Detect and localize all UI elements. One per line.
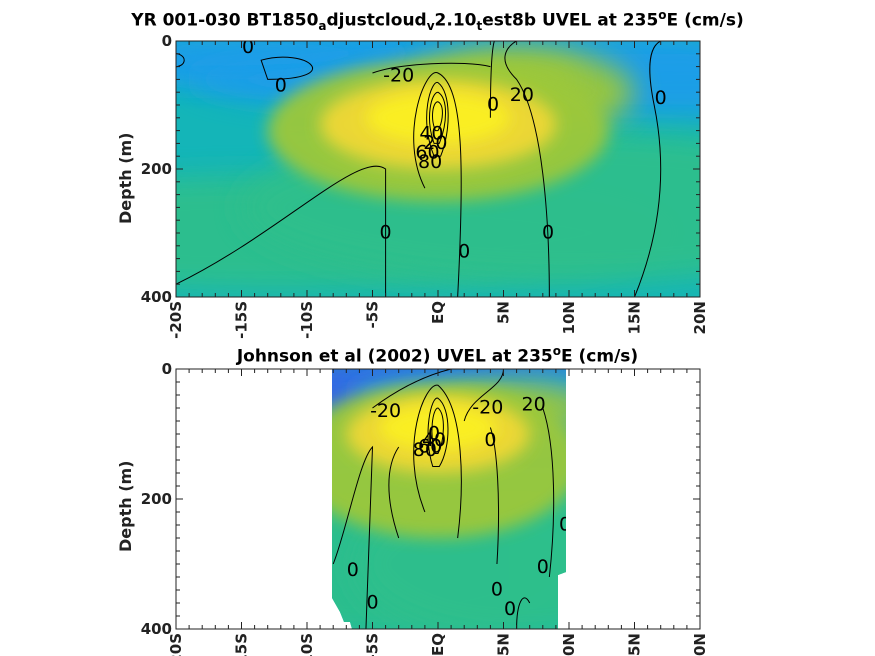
chart-1-contour-line — [413, 72, 462, 297]
chart-2-contour-label: 60 — [418, 436, 442, 458]
chart-2-contour-label: 0 — [491, 579, 503, 601]
chart-1-title: YR 001-030 BT1850adjustcloudv2.10test8b … — [131, 8, 744, 34]
chart-1-contour-label: 0 — [380, 222, 392, 244]
chart-2-xtick-label: -15S — [233, 633, 251, 656]
chart-2-field-blob — [379, 404, 497, 451]
chart-2-contour-label: 0 — [347, 559, 359, 581]
chart-2-contour-line — [427, 397, 449, 467]
chart-1-contour-line — [634, 41, 662, 297]
chart-2-contour-line — [542, 407, 555, 578]
chart-2-contour-label: 20 — [522, 393, 546, 415]
chart-1-contour-line — [260, 56, 314, 80]
chart-2-contour-line — [388, 446, 400, 539]
chart-2-xtick-label: -5S — [364, 633, 382, 656]
chart-1-contour-line — [429, 91, 447, 144]
chart-2-contour-label: 0 — [428, 423, 440, 445]
chart-1-contour-label: 40 — [419, 122, 443, 144]
chart-1-contour-label: 0 — [542, 222, 554, 244]
chart-2-contour-label: 0 — [537, 556, 549, 578]
chart-1-xtick-label: -5S — [364, 301, 382, 328]
chart-2-contour-line — [463, 369, 504, 422]
chart-2-contour-line — [372, 369, 452, 409]
chart-1-contour-label: 20 — [510, 84, 534, 106]
chart-1-contour-line — [426, 82, 449, 157]
chart-1-contour-label: 0 — [487, 94, 499, 116]
chart-2-contour-label: 0 — [366, 592, 378, 614]
chart-1-field-blob — [365, 92, 511, 144]
chart-2-contour-line — [489, 427, 500, 565]
chart-2-contour-label: 0 — [484, 429, 496, 451]
chart-1-ytick-label: 200 — [141, 160, 172, 178]
chart-2-contour-line — [431, 407, 444, 454]
chart-1-xtick-label: 10N — [560, 301, 578, 334]
chart-1-contour-line — [176, 53, 185, 68]
chart-2-contour-label: 0 — [559, 514, 571, 536]
chart-1-contour-line — [432, 101, 443, 132]
chart-2-xtick-label: EQ — [429, 633, 447, 656]
chart-1-xtick-label: EQ — [429, 301, 447, 324]
chart-2-ytick-label: 0 — [162, 360, 172, 378]
chart-2-xtick-label: 5N — [495, 633, 513, 656]
chart-1-contour-label: 60 — [415, 142, 439, 164]
chart-1-contour-label: 0 — [458, 241, 470, 263]
chart-2-contour-line — [413, 384, 462, 539]
chart-1-contour-label: 0 — [655, 87, 667, 109]
chart-2-contour-line — [516, 597, 531, 629]
chart-1-contour-line — [489, 41, 495, 118]
chart-2-ytick-label: 200 — [141, 490, 172, 508]
chart-2-title: Johnson et al (2002) UVEL at 235oE (cm/s… — [236, 344, 639, 367]
chart-2-xtick-label: -10S — [298, 633, 316, 656]
chart-2-contour-label: 40 — [422, 429, 446, 451]
chart-1-contour-label: -20 — [383, 65, 414, 87]
chart-1-contour-line — [176, 165, 387, 297]
chart-1-contour-line — [504, 41, 550, 297]
chart-1-contour-label: 20 — [423, 132, 447, 154]
chart-1-xtick-label: -20S — [167, 301, 185, 339]
chart-1-xtick-label: 5N — [495, 301, 513, 324]
chart-2-xtick-label: -20S — [167, 633, 185, 656]
chart-2-contour-line — [332, 445, 374, 629]
chart-1-field-blob — [176, 41, 412, 67]
chart-2-field — [332, 369, 566, 629]
chart-1-contour-label: 0 — [275, 74, 287, 96]
chart-1-xtick-label: 20N — [691, 301, 709, 334]
chart-2-contour-label: -20 — [370, 400, 401, 422]
chart-1-xtick-label: -10S — [298, 301, 316, 339]
chart-1-xtick-label: -15S — [233, 301, 251, 339]
chart-2-contour-label: 0 — [504, 598, 516, 620]
chart-2-xtick-label: 15N — [626, 633, 644, 656]
chart-2-contour-label: -20 — [472, 397, 503, 419]
chart-1-xtick-label: 15N — [626, 301, 644, 334]
chart-1-contour-line — [372, 62, 491, 74]
chart-2-xtick-label: 10N — [560, 633, 578, 656]
chart-2-contour-label: 80 — [413, 439, 437, 461]
chart-1-contour-label: 80 — [418, 151, 442, 173]
chart-1-contour-label: 0 — [242, 36, 254, 58]
chart-2-ytick-label: 400 — [141, 620, 172, 638]
chart-1-ytick-label: 400 — [141, 288, 172, 306]
chart-1-ytick-label: 0 — [162, 32, 172, 50]
chart-2-xtick-label: 20N — [691, 633, 709, 656]
